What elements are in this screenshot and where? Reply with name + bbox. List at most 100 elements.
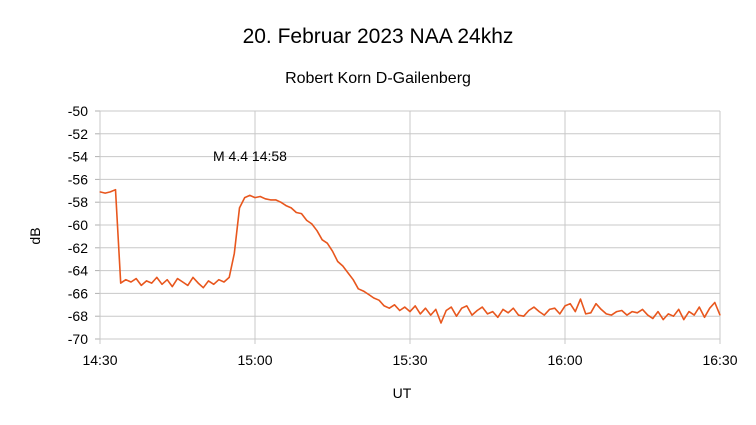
event-annotation: M 4.4 14:58 (213, 148, 287, 164)
data-point (176, 277, 179, 280)
data-point (523, 315, 525, 317)
data-point (528, 309, 530, 312)
data-point (388, 307, 390, 309)
data-point (218, 279, 220, 281)
data-point (600, 308, 602, 310)
data-point (455, 315, 458, 317)
data-point (290, 207, 292, 209)
data-point (657, 311, 659, 313)
data-point (114, 189, 117, 191)
data-point (202, 287, 204, 289)
data-point (481, 306, 483, 308)
data-point (373, 297, 375, 299)
data-point (605, 313, 607, 315)
data-point (104, 192, 106, 194)
data-point (461, 307, 463, 309)
data-point (311, 223, 313, 225)
data-point (574, 311, 576, 313)
data-point (145, 280, 148, 282)
data-point (275, 199, 277, 201)
data-point (99, 191, 101, 193)
data-point (295, 211, 297, 214)
data-point (486, 313, 489, 315)
y-tick-label: -70 (68, 331, 88, 347)
x-tick-label: 15:30 (392, 352, 427, 368)
data-point (709, 307, 711, 309)
data-point (564, 305, 566, 307)
data-point (497, 316, 499, 318)
data-point (641, 308, 644, 310)
data-point (244, 197, 246, 199)
data-point (703, 316, 706, 318)
data-point (559, 313, 561, 315)
x-axis-label: UT (393, 385, 412, 401)
data-point (476, 309, 478, 312)
data-point (347, 272, 349, 274)
data-point (414, 305, 416, 307)
y-tick-label: -50 (68, 103, 88, 119)
data-point (357, 288, 359, 290)
y-axis-label: dB (27, 227, 43, 244)
data-point (393, 304, 396, 306)
data-point (507, 312, 509, 314)
data-point (631, 311, 633, 313)
data-point (254, 197, 256, 199)
data-point (362, 290, 365, 292)
data-point (419, 313, 421, 315)
data-point (435, 308, 437, 310)
data-point (109, 191, 111, 193)
data-point (399, 309, 401, 312)
chart-subtitle: Robert Korn D-Gailenberg (285, 70, 471, 87)
data-point (120, 282, 122, 284)
x-tick-label: 15:00 (237, 352, 272, 368)
data-point (316, 230, 318, 232)
data-point (672, 315, 675, 317)
data-point (171, 285, 173, 288)
x-tick-label: 14:30 (82, 352, 117, 368)
data-point (223, 281, 225, 283)
data-point (590, 312, 592, 314)
data-point (621, 309, 623, 312)
x-tick-label: 16:00 (547, 352, 582, 368)
data-point (554, 307, 556, 309)
data-point (197, 282, 199, 284)
data-point (135, 277, 137, 280)
data-point (585, 313, 587, 315)
data-point (543, 314, 545, 316)
data-point (610, 314, 613, 316)
data-point (383, 305, 385, 307)
data-point (517, 314, 520, 316)
data-point (471, 314, 473, 316)
data-point (125, 279, 127, 281)
data-point (688, 311, 690, 313)
data-point (512, 307, 514, 309)
data-point (698, 306, 700, 308)
data-point (264, 198, 266, 200)
data-point (352, 279, 354, 281)
data-point (616, 311, 618, 313)
data-point (187, 284, 189, 287)
data-point (321, 239, 323, 241)
data-point (404, 306, 406, 308)
data-point (249, 194, 251, 196)
data-point (378, 299, 380, 301)
data-point (636, 312, 638, 314)
data-point (342, 265, 344, 267)
data-point (450, 306, 452, 308)
data-point (466, 305, 468, 307)
data-point (151, 282, 153, 284)
data-point (548, 308, 551, 310)
y-tick-label: -56 (68, 171, 88, 187)
data-point (719, 314, 721, 316)
data-point (538, 311, 540, 313)
y-tick-label: -66 (68, 285, 88, 301)
data-point (182, 281, 184, 283)
data-point (533, 306, 535, 308)
data-point (238, 207, 241, 209)
data-point (662, 319, 664, 321)
data-point (502, 308, 504, 310)
data-point (213, 283, 215, 285)
data-point (714, 301, 716, 304)
data-point (156, 276, 158, 279)
data-point (259, 195, 261, 198)
